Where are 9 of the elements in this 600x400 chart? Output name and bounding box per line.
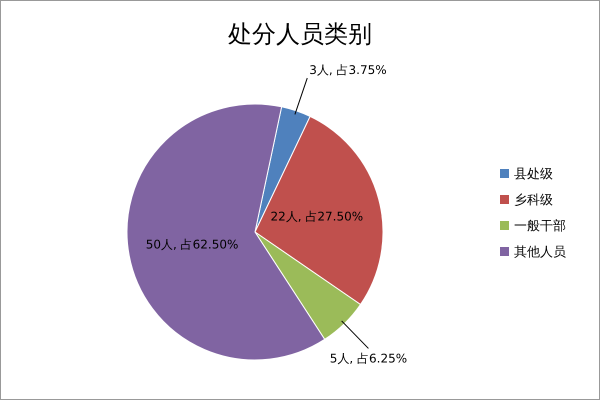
legend-label: 乡科级 [514,193,553,208]
legend-label: 一般干部 [514,219,566,234]
data-label: 22人, 占27.50% [270,209,364,224]
legend-label: 其他人员 [514,245,566,260]
legend-label: 县处级 [514,167,553,182]
data-label: 5人, 占6.25% [330,351,408,366]
data-label: 50人, 占62.50% [146,238,238,252]
chart-title: 处分人员类别 [228,20,372,48]
data-label: 3人, 占3.75% [309,63,387,78]
